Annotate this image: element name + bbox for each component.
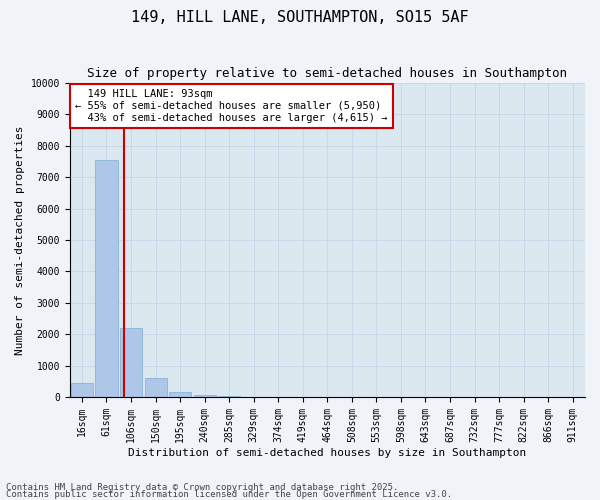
Bar xyxy=(194,396,215,397)
Title: Size of property relative to semi-detached houses in Southampton: Size of property relative to semi-detach… xyxy=(88,68,568,80)
Bar xyxy=(71,384,93,397)
Text: 149 HILL LANE: 93sqm
← 55% of semi-detached houses are smaller (5,950)
  43% of : 149 HILL LANE: 93sqm ← 55% of semi-detac… xyxy=(75,90,388,122)
X-axis label: Distribution of semi-detached houses by size in Southampton: Distribution of semi-detached houses by … xyxy=(128,448,526,458)
Y-axis label: Number of semi-detached properties: Number of semi-detached properties xyxy=(15,126,25,355)
Bar xyxy=(120,328,142,397)
Bar xyxy=(218,396,240,397)
Text: Contains public sector information licensed under the Open Government Licence v3: Contains public sector information licen… xyxy=(6,490,452,499)
Bar xyxy=(95,160,118,397)
Text: 149, HILL LANE, SOUTHAMPTON, SO15 5AF: 149, HILL LANE, SOUTHAMPTON, SO15 5AF xyxy=(131,10,469,25)
Bar xyxy=(145,378,167,397)
Text: Contains HM Land Registry data © Crown copyright and database right 2025.: Contains HM Land Registry data © Crown c… xyxy=(6,484,398,492)
Bar xyxy=(169,392,191,397)
